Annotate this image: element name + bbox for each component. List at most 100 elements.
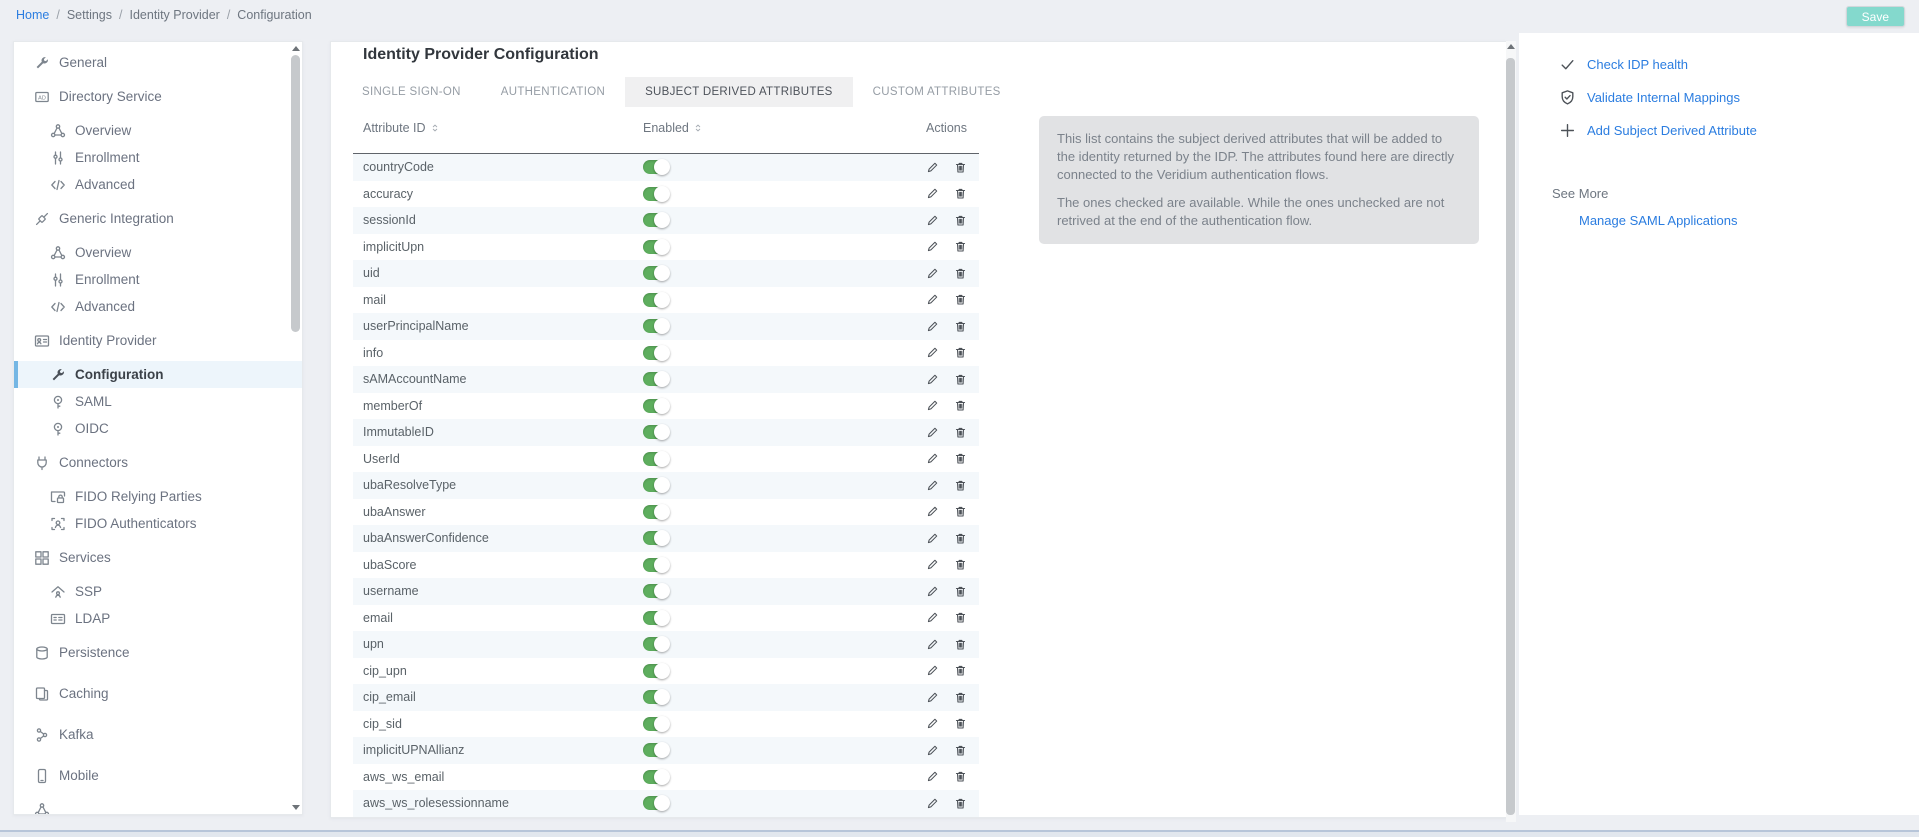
- sidebar-scrollbar[interactable]: [291, 43, 301, 813]
- edit-icon[interactable]: [926, 532, 939, 545]
- sidebar-item-persistence[interactable]: Persistence: [14, 639, 302, 666]
- edit-icon[interactable]: [926, 214, 939, 227]
- enabled-toggle[interactable]: [643, 768, 670, 785]
- tab-custom-attributes[interactable]: CUSTOM ATTRIBUTES: [872, 86, 1001, 98]
- edit-icon[interactable]: [926, 187, 939, 200]
- edit-icon[interactable]: [926, 373, 939, 386]
- sidebar-item-fido-relying-parties[interactable]: FIDO Relying Parties: [14, 483, 302, 510]
- enabled-toggle[interactable]: [643, 742, 670, 759]
- enabled-toggle[interactable]: [643, 291, 670, 308]
- column-header-enabled[interactable]: Enabled: [643, 121, 926, 135]
- enabled-toggle[interactable]: [643, 662, 670, 679]
- enabled-toggle[interactable]: [643, 265, 670, 282]
- delete-icon[interactable]: [954, 797, 967, 810]
- enabled-toggle[interactable]: [643, 212, 670, 229]
- delete-icon[interactable]: [954, 479, 967, 492]
- delete-icon[interactable]: [954, 187, 967, 200]
- sidebar-item-overview[interactable]: Overview: [14, 239, 302, 266]
- enabled-toggle[interactable]: [643, 556, 670, 573]
- enabled-toggle[interactable]: [643, 159, 670, 176]
- sidebar-item-caching[interactable]: Caching: [14, 680, 302, 707]
- sidebar-item-oidc[interactable]: OIDC: [14, 415, 302, 442]
- delete-icon[interactable]: [954, 744, 967, 757]
- delete-icon[interactable]: [954, 267, 967, 280]
- sidebar-item-overview[interactable]: Overview: [14, 117, 302, 144]
- delete-icon[interactable]: [954, 717, 967, 730]
- sidebar-item-ssp[interactable]: SSP: [14, 578, 302, 605]
- delete-icon[interactable]: [954, 638, 967, 651]
- enabled-toggle[interactable]: [643, 715, 670, 732]
- tab-authentication[interactable]: AUTHENTICATION: [500, 86, 606, 98]
- breadcrumb-item-home[interactable]: Home: [16, 8, 50, 22]
- enabled-toggle[interactable]: [643, 503, 670, 520]
- main-scrollbar[interactable]: [1506, 41, 1516, 822]
- edit-icon[interactable]: [926, 320, 939, 333]
- delete-icon[interactable]: [954, 293, 967, 306]
- edit-icon[interactable]: [926, 240, 939, 253]
- enabled-toggle[interactable]: [643, 530, 670, 547]
- delete-icon[interactable]: [954, 585, 967, 598]
- enabled-toggle[interactable]: [643, 238, 670, 255]
- sidebar-item-directory-service[interactable]: AD Directory Service: [14, 83, 302, 110]
- delete-icon[interactable]: [954, 770, 967, 783]
- sidebar-item-configuration[interactable]: Configuration: [14, 361, 302, 388]
- delete-icon[interactable]: [954, 452, 967, 465]
- sidebar-item-item[interactable]: [14, 796, 302, 814]
- edit-icon[interactable]: [926, 267, 939, 280]
- edit-icon[interactable]: [926, 691, 939, 704]
- delete-icon[interactable]: [954, 320, 967, 333]
- enabled-toggle[interactable]: [643, 397, 670, 414]
- sidebar-item-enrollment[interactable]: Enrollment: [14, 266, 302, 293]
- sidebar-item-general[interactable]: General: [14, 49, 302, 76]
- edit-icon[interactable]: [926, 479, 939, 492]
- edit-icon[interactable]: [926, 346, 939, 359]
- scroll-up-icon[interactable]: [292, 46, 300, 51]
- scroll-down-icon[interactable]: [292, 805, 300, 810]
- sidebar-item-advanced[interactable]: Advanced: [14, 293, 302, 320]
- delete-icon[interactable]: [954, 161, 967, 174]
- edit-icon[interactable]: [926, 638, 939, 651]
- check-idp-health-link[interactable]: Check IDP health: [1559, 51, 1919, 77]
- enabled-toggle[interactable]: [643, 609, 670, 626]
- enabled-toggle[interactable]: [643, 583, 670, 600]
- delete-icon[interactable]: [954, 346, 967, 359]
- enabled-toggle[interactable]: [643, 795, 670, 812]
- breadcrumb-item-settings[interactable]: Settings: [66, 8, 112, 22]
- sidebar-item-kafka[interactable]: Kafka: [14, 721, 302, 748]
- delete-icon[interactable]: [954, 240, 967, 253]
- enabled-toggle[interactable]: [643, 477, 670, 494]
- edit-icon[interactable]: [926, 797, 939, 810]
- edit-icon[interactable]: [926, 664, 939, 677]
- sidebar-item-mobile[interactable]: Mobile: [14, 762, 302, 789]
- edit-icon[interactable]: [926, 585, 939, 598]
- edit-icon[interactable]: [926, 452, 939, 465]
- column-header-attribute-id[interactable]: Attribute ID: [363, 121, 643, 135]
- edit-icon[interactable]: [926, 293, 939, 306]
- scroll-up-icon[interactable]: [1507, 44, 1515, 49]
- sidebar-item-connectors[interactable]: Connectors: [14, 449, 302, 476]
- edit-icon[interactable]: [926, 744, 939, 757]
- delete-icon[interactable]: [954, 214, 967, 227]
- delete-icon[interactable]: [954, 532, 967, 545]
- sidebar-item-enrollment[interactable]: Enrollment: [14, 144, 302, 171]
- sidebar-item-advanced[interactable]: Advanced: [14, 171, 302, 198]
- sidebar-item-ldap[interactable]: LDAP: [14, 605, 302, 632]
- enabled-toggle[interactable]: [643, 371, 670, 388]
- manage-saml-applications-link[interactable]: Manage SAML Applications: [1579, 213, 1738, 228]
- enabled-toggle[interactable]: [643, 344, 670, 361]
- validate-internal-mappings-link[interactable]: Validate Internal Mappings: [1559, 84, 1919, 110]
- edit-icon[interactable]: [926, 399, 939, 412]
- edit-icon[interactable]: [926, 505, 939, 518]
- sidebar-item-generic-integration[interactable]: Generic Integration: [14, 205, 302, 232]
- delete-icon[interactable]: [954, 611, 967, 624]
- tab-single-sign-on[interactable]: SINGLE SIGN-ON: [362, 86, 461, 98]
- enabled-toggle[interactable]: [643, 450, 670, 467]
- delete-icon[interactable]: [954, 505, 967, 518]
- delete-icon[interactable]: [954, 691, 967, 704]
- delete-icon[interactable]: [954, 664, 967, 677]
- save-button[interactable]: Save: [1845, 6, 1905, 27]
- edit-icon[interactable]: [926, 558, 939, 571]
- add-subject-derived-attribute-link[interactable]: Add Subject Derived Attribute: [1559, 117, 1919, 143]
- sidebar-item-saml[interactable]: SAML: [14, 388, 302, 415]
- edit-icon[interactable]: [926, 611, 939, 624]
